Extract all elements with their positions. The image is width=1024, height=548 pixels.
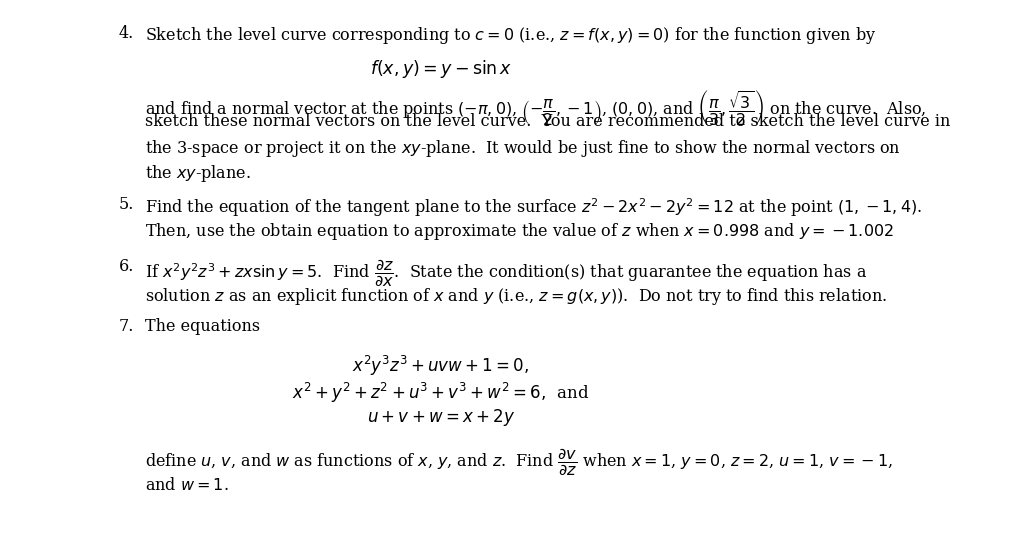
Text: 7.: 7. [119,318,134,335]
Text: sketch these normal vectors on the level curve.  You are recommended to sketch t: sketch these normal vectors on the level… [145,113,951,130]
Text: and $w = 1$.: and $w = 1$. [145,477,229,494]
Text: and find a normal vector at the points $(-\pi, 0)$, $\left(-\dfrac{\pi}{2}, -1\r: and find a normal vector at the points $… [145,89,927,128]
Text: $x^2y^3z^3 + uvw + 1 = 0,$: $x^2y^3z^3 + uvw + 1 = 0,$ [352,353,529,378]
Text: Then, use the obtain equation to approximate the value of $z$ when $x = 0.998$ a: Then, use the obtain equation to approxi… [145,221,894,242]
Text: $f(x, y) = y - \sin x$: $f(x, y) = y - \sin x$ [370,58,512,79]
Text: $u + v + w = x + 2y$: $u + v + w = x + 2y$ [367,407,515,427]
Text: If $x^2y^2z^3 + zx\sin y = 5$.  Find $\dfrac{\partial z}{\partial x}$.  State th: If $x^2y^2z^3 + zx\sin y = 5$. Find $\df… [145,258,867,289]
Text: 6.: 6. [119,258,134,275]
Text: 5.: 5. [119,196,134,213]
Text: 4.: 4. [119,25,134,42]
Text: define $u$, $v$, and $w$ as functions of $x$, $y$, and $z$.  Find $\dfrac{\parti: define $u$, $v$, and $w$ as functions of… [145,447,894,478]
Text: $x^2 + y^2 + z^2 + u^3 + v^3 + w^2 = 6,\,$ and: $x^2 + y^2 + z^2 + u^3 + v^3 + w^2 = 6,\… [292,381,590,405]
Text: Find the equation of the tangent plane to the surface $z^2 - 2x^2 - 2y^2 = 12$ a: Find the equation of the tangent plane t… [145,196,923,219]
Text: Sketch the level curve corresponding to $c = 0$ (i.e., $z = f(x,y) = 0$) for the: Sketch the level curve corresponding to … [145,25,877,45]
Text: the 3-space or project it on the $xy$-plane.  It would be just fine to show the : the 3-space or project it on the $xy$-pl… [145,138,901,159]
Text: solution $z$ as an explicit function of $x$ and $y$ (i.e., $z = g(x,y)$).  Do no: solution $z$ as an explicit function of … [145,286,888,307]
Text: The equations: The equations [145,318,260,335]
Text: the $xy$-plane.: the $xy$-plane. [145,163,251,184]
